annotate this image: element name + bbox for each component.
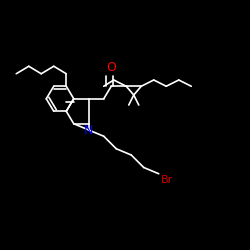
Text: Br: Br (162, 175, 173, 185)
Text: O: O (106, 61, 116, 74)
Text: N: N (84, 124, 94, 136)
